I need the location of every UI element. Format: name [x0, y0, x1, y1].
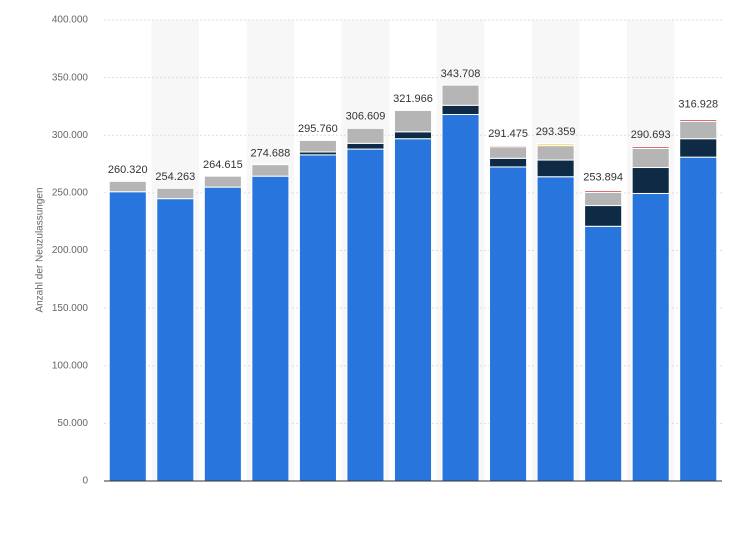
y-tick-label: 50.000	[57, 418, 88, 429]
bar-segment	[631, 148, 670, 169]
bar-segment	[441, 84, 480, 106]
bar-segment	[536, 145, 575, 161]
bar-segment	[489, 145, 528, 148]
total-label: 254.263	[155, 171, 195, 183]
bar-segment	[536, 176, 575, 482]
bar-segment	[584, 191, 623, 207]
bar-segment	[251, 175, 290, 482]
bar-segment	[156, 198, 195, 482]
bar-segment	[679, 156, 718, 482]
total-label: 295.760	[298, 123, 338, 135]
y-axis-label: Anzahl der Neuzulassungen	[35, 187, 46, 312]
bar-segment	[393, 109, 433, 133]
bar-segment	[584, 190, 623, 193]
y-tick-label: 150.000	[52, 303, 89, 314]
bar-segment	[346, 127, 385, 144]
bar-segment	[251, 164, 290, 177]
y-tick-label: 350.000	[52, 72, 89, 83]
bar-segment	[108, 180, 147, 193]
y-tick-label: 250.000	[52, 188, 89, 199]
total-label: 306.609	[346, 111, 386, 123]
total-label: 253.894	[583, 171, 623, 183]
total-label: 260.320	[108, 164, 148, 176]
bar-segment	[346, 148, 385, 482]
bar-segment	[489, 157, 528, 168]
y-tick-label: 0	[82, 476, 88, 487]
total-label: 316.928	[678, 99, 718, 111]
y-tick-label: 100.000	[52, 360, 89, 371]
bar-segment	[346, 142, 385, 150]
bar-segment	[679, 119, 718, 122]
bar-segment	[536, 159, 575, 178]
bar-segment	[679, 138, 718, 158]
bar-segment	[108, 191, 147, 482]
total-label: 293.359	[536, 126, 576, 138]
total-label: 264.615	[203, 159, 243, 171]
total-label: 290.693	[631, 129, 671, 141]
bar-segment	[203, 186, 242, 482]
total-label: 321.966	[393, 93, 433, 105]
bar-segment	[584, 225, 623, 482]
bar-segment	[393, 138, 433, 482]
y-tick-label: 300.000	[52, 130, 89, 141]
y-tick-label: 400.000	[52, 15, 89, 26]
bar-segment	[489, 166, 528, 482]
bar-segment	[679, 120, 718, 140]
bar-segment	[441, 114, 480, 482]
total-label: 343.708	[441, 68, 481, 80]
total-label: 274.688	[251, 147, 291, 159]
bar-segment	[156, 187, 195, 200]
bar-segment	[536, 142, 575, 145]
y-tick-label: 200.000	[52, 245, 89, 256]
bar-segment	[631, 192, 670, 482]
bar-segment	[298, 139, 337, 153]
bar-segment	[441, 104, 480, 116]
bar-segment	[584, 205, 623, 227]
bar-segment	[203, 175, 242, 188]
bar-segment	[298, 154, 337, 482]
total-label: 291.475	[488, 128, 528, 140]
bar-segment	[631, 167, 670, 194]
bar-segment	[393, 131, 433, 140]
bar-segment	[631, 146, 670, 150]
bar-segment	[489, 146, 528, 159]
